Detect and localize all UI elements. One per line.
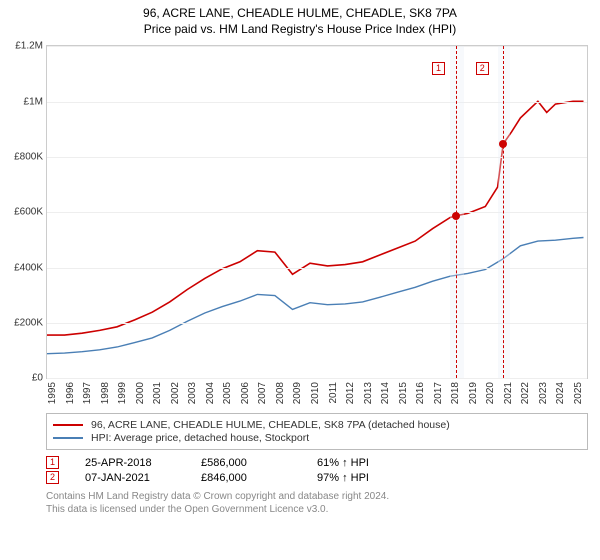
sale-row: 1 25-APR-2018 £586,000 61% ↑ HPI [46, 456, 588, 469]
x-tick-label: 2011 [328, 382, 339, 404]
x-tick-label: 2001 [152, 382, 163, 404]
x-tick-label: 2018 [450, 382, 461, 404]
x-tick-label: 2019 [468, 382, 479, 404]
sale-marker-box: 2 [46, 471, 59, 484]
x-tick-label: 2024 [555, 382, 566, 404]
x-tick-label: 2016 [415, 382, 426, 404]
x-tick-label: 2013 [363, 382, 374, 404]
x-tick-label: 1999 [117, 382, 128, 404]
y-tick-label: £600K [14, 207, 43, 218]
x-tick-label: 1996 [65, 382, 76, 404]
y-tick-label: £800K [14, 151, 43, 162]
chart-titles: 96, ACRE LANE, CHEADLE HULME, CHEADLE, S… [0, 0, 600, 37]
x-tick-label: 1997 [82, 382, 93, 404]
x-tick-label: 2006 [240, 382, 251, 404]
x-tick-label: 2007 [257, 382, 268, 404]
chart-title-address: 96, ACRE LANE, CHEADLE HULME, CHEADLE, S… [0, 6, 600, 22]
x-tick-label: 2010 [310, 382, 321, 404]
price-chart-card: 96, ACRE LANE, CHEADLE HULME, CHEADLE, S… [0, 0, 600, 516]
legend-swatch [53, 437, 83, 439]
x-tick-label: 2015 [398, 382, 409, 404]
x-tick-label: 2002 [170, 382, 181, 404]
legend-swatch [53, 424, 83, 426]
x-tick-label: 2020 [485, 382, 496, 404]
x-tick-label: 1998 [100, 382, 111, 404]
footnote-line: Contains HM Land Registry data © Crown c… [46, 490, 588, 503]
x-tick-label: 1995 [47, 382, 58, 404]
sale-vline [503, 46, 504, 378]
y-tick-label: £1M [24, 96, 43, 107]
sale-row: 2 07-JAN-2021 £846,000 97% ↑ HPI [46, 471, 588, 484]
x-tick-label: 2004 [205, 382, 216, 404]
x-tick-label: 2014 [380, 382, 391, 404]
x-tick-label: 2009 [292, 382, 303, 404]
y-tick-label: £1.2M [15, 41, 43, 52]
x-tick-label: 2008 [275, 382, 286, 404]
sale-dot [452, 212, 460, 220]
footnote-line: This data is licensed under the Open Gov… [46, 503, 588, 516]
sale-marker-box: 1 [46, 456, 59, 469]
sales-table: 1 25-APR-2018 £586,000 61% ↑ HPI 2 07-JA… [46, 456, 588, 484]
x-tick-label: 2023 [538, 382, 549, 404]
x-tick-label: 2005 [222, 382, 233, 404]
x-tick-label: 2021 [503, 382, 514, 404]
sale-rel: 97% ↑ HPI [317, 472, 407, 484]
x-tick-label: 2025 [573, 382, 584, 404]
marker-box: 1 [432, 62, 445, 75]
legend-label: 96, ACRE LANE, CHEADLE HULME, CHEADLE, S… [91, 419, 450, 431]
x-tick-label: 2012 [345, 382, 356, 404]
y-tick-label: £200K [14, 317, 43, 328]
x-tick-label: 2000 [135, 382, 146, 404]
legend-label: HPI: Average price, detached house, Stoc… [91, 432, 309, 444]
x-tick-label: 2022 [520, 382, 531, 404]
sale-date: 07-JAN-2021 [85, 472, 175, 484]
legend: 96, ACRE LANE, CHEADLE HULME, CHEADLE, S… [46, 413, 588, 450]
x-tick-label: 2017 [433, 382, 444, 404]
sale-date: 25-APR-2018 [85, 457, 175, 469]
y-tick-label: £0 [32, 373, 43, 384]
plot-area: £0£200K£400K£600K£800K£1M£1.2M1995199619… [46, 45, 588, 379]
legend-item-hpi: HPI: Average price, detached house, Stoc… [53, 432, 581, 444]
legend-item-property: 96, ACRE LANE, CHEADLE HULME, CHEADLE, S… [53, 419, 581, 431]
y-tick-label: £400K [14, 262, 43, 273]
footnote: Contains HM Land Registry data © Crown c… [46, 490, 588, 516]
chart-title-sub: Price paid vs. HM Land Registry's House … [0, 22, 600, 38]
sale-dot [499, 140, 507, 148]
marker-box: 2 [476, 62, 489, 75]
chart-area: £0£200K£400K£600K£800K£1M£1.2M1995199619… [46, 37, 588, 407]
sale-price: £846,000 [201, 472, 291, 484]
x-tick-label: 2003 [187, 382, 198, 404]
sale-price: £586,000 [201, 457, 291, 469]
sale-rel: 61% ↑ HPI [317, 457, 407, 469]
